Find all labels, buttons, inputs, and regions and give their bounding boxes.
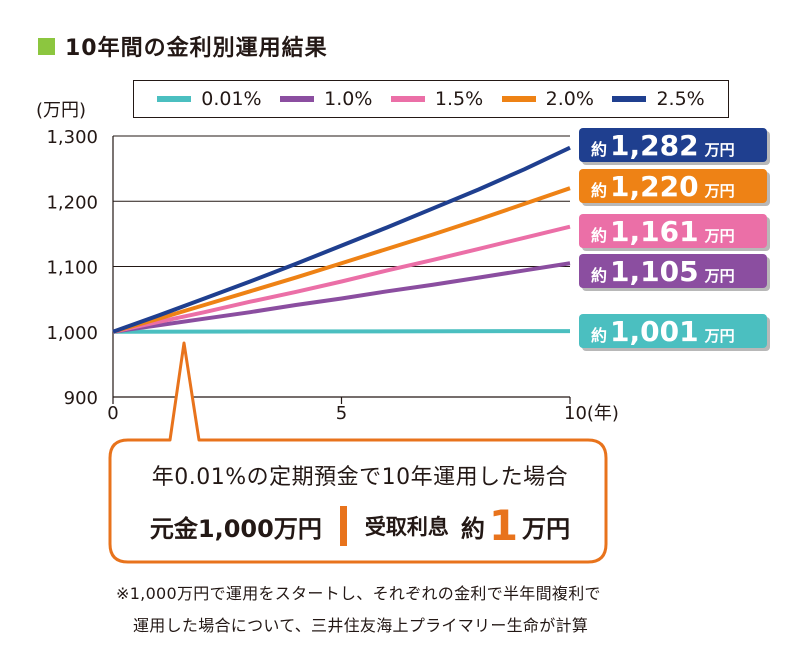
series-line bbox=[112, 329, 571, 334]
value-badge-label: 約 1,161 万円 bbox=[591, 215, 735, 248]
value-badge bbox=[579, 128, 767, 162]
footnote-line-1: ※1,000万円で運用をスタートし、それぞれの金利で半年間複利で bbox=[116, 584, 601, 603]
legend-swatch bbox=[280, 96, 315, 102]
series-line bbox=[112, 224, 571, 334]
legend-item: 2.0% bbox=[501, 88, 594, 110]
legend-label: 2.5% bbox=[656, 88, 705, 110]
callout-divider-bar bbox=[339, 506, 347, 546]
value-badge bbox=[579, 214, 767, 248]
y-axis-unit-label: (万円) bbox=[36, 100, 87, 121]
y-tick-label: 1,200 bbox=[46, 192, 98, 213]
callout-interest-value: 1 bbox=[488, 501, 519, 550]
legend-item: 2.5% bbox=[612, 88, 705, 110]
legend-item: 1.5% bbox=[390, 88, 484, 110]
callout-interest-label: 受取利息 bbox=[364, 515, 449, 539]
x-tick-label: 5 bbox=[336, 403, 347, 424]
legend: 0.01% 1.0% 1.5% 2.0% 2.5% bbox=[133, 80, 729, 118]
x-tick-label: 10(年) bbox=[564, 403, 619, 424]
y-tick-label: 1,000 bbox=[46, 323, 98, 344]
callout-result-row: 元金1,000万円 受取利息 約 1 万円 bbox=[110, 505, 610, 547]
y-tick-label: 1,100 bbox=[46, 258, 98, 279]
value-badge bbox=[579, 254, 767, 288]
callout-interest-unit: 万円 bbox=[522, 514, 571, 543]
callout-interest-prefix: 約 bbox=[460, 514, 485, 543]
value-badge bbox=[579, 314, 767, 348]
callout-balloon bbox=[108, 341, 608, 564]
legend-label: 0.01% bbox=[201, 88, 262, 110]
footnote-line-2: 運用した場合について、三井住友海上プライマリー生命が計算 bbox=[133, 616, 589, 635]
callout-principal: 元金1,000万円 bbox=[149, 514, 322, 543]
y-tick-label: 900 bbox=[64, 388, 98, 409]
legend-swatch bbox=[501, 96, 536, 102]
legend-swatch bbox=[612, 96, 647, 102]
chart-title: 10年間の金利別運用結果 bbox=[38, 30, 328, 62]
x-tick-label: 0 bbox=[107, 403, 118, 424]
value-badge-label: 約 1,220 万円 bbox=[591, 170, 735, 203]
series-line bbox=[112, 145, 571, 334]
legend-label: 2.0% bbox=[545, 88, 594, 110]
series-line bbox=[112, 186, 571, 334]
series-line bbox=[112, 261, 571, 334]
chart-title-text: 10年間の金利別運用結果 bbox=[65, 36, 328, 61]
title-square-icon bbox=[38, 37, 55, 55]
callout-condition-text: 年0.01%の定期預金で10年運用した場合 bbox=[151, 465, 569, 490]
legend-label: 1.5% bbox=[434, 88, 484, 110]
legend-item: 0.01% bbox=[157, 88, 262, 110]
legend-swatch bbox=[390, 96, 425, 102]
legend-swatch bbox=[157, 96, 192, 102]
legend-label: 1.0% bbox=[324, 88, 373, 110]
value-badge-label: 約 1,001 万円 bbox=[591, 315, 735, 348]
value-badge-label: 約 1,282 万円 bbox=[591, 129, 735, 162]
value-badge bbox=[579, 169, 767, 203]
y-tick-label: 1,300 bbox=[46, 127, 98, 148]
legend-item: 1.0% bbox=[280, 88, 372, 110]
value-badge-label: 約 1,105 万円 bbox=[591, 255, 735, 288]
